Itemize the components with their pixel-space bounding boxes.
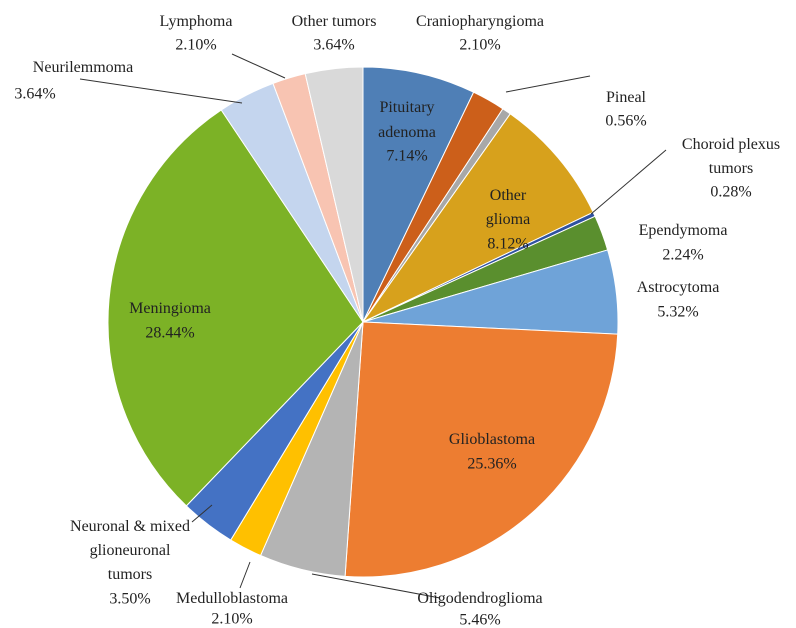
slice-label: Meningioma (129, 300, 211, 317)
slice-label: Oligodendroglioma (417, 590, 542, 607)
slice-label: Ependymoma (639, 222, 728, 239)
slice-label: Craniopharyngioma (416, 13, 544, 30)
leader-line (311, 573, 441, 599)
slice-label: Pituitary adenoma (378, 99, 436, 141)
value-label: 2.10% (211, 611, 252, 628)
value-label: 3.50% (109, 591, 150, 608)
pie-slice (107, 109, 364, 507)
value-label: 2.10% (459, 37, 500, 54)
slice-label: Medulloblastoma (176, 590, 288, 607)
slice-label: Lymphoma (160, 13, 233, 30)
slices (107, 66, 619, 578)
slice-label: Pineal (606, 89, 647, 106)
value-label: 0.28% (710, 184, 751, 201)
value-label: 28.44% (145, 325, 194, 342)
pie-slice (344, 321, 619, 578)
slice-label: Glioblastoma (449, 431, 535, 448)
value-label: 3.64% (313, 37, 354, 54)
leader-lines (79, 53, 667, 599)
value-label: 0.56% (605, 113, 646, 130)
slice-label: Other tumors (292, 13, 377, 30)
slice-label: Neurilemmoma (33, 59, 133, 76)
leader-line (231, 53, 286, 79)
pie-slice (362, 66, 475, 323)
value-label: 2.10% (175, 37, 216, 54)
leader-line (79, 78, 243, 104)
slice-label: Astrocytoma (637, 279, 720, 296)
value-label: 8.12% (487, 236, 528, 253)
value-label: 5.46% (459, 612, 500, 628)
pie-slice (304, 66, 364, 323)
leader-line (505, 75, 591, 93)
value-label: 7.14% (386, 148, 427, 165)
leader-line (191, 504, 213, 523)
slice-label: Other glioma (486, 187, 530, 228)
leader-line (239, 561, 251, 589)
pie-slice (361, 113, 594, 324)
value-label: 2.24% (662, 247, 703, 264)
leader-line (590, 149, 667, 215)
slice-label: Neuronal & mixed glioneuronal tumors (70, 518, 190, 583)
value-label: 25.36% (467, 456, 516, 473)
value-label: 5.32% (657, 304, 698, 321)
value-label: 3.64% (14, 86, 55, 103)
slice-label: Choroid plexus tumors (682, 136, 780, 177)
